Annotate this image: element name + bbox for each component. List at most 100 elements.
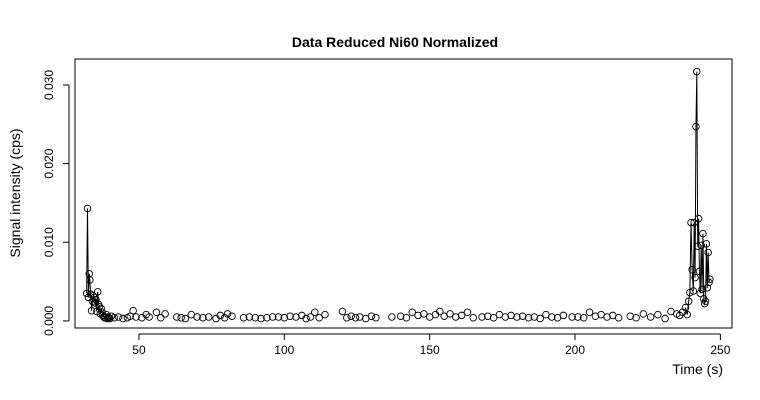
data-point xyxy=(484,312,492,320)
y-tick-label: 0.030 xyxy=(42,70,56,100)
data-point xyxy=(626,312,635,320)
data-point xyxy=(700,295,708,303)
data-point xyxy=(396,312,405,320)
data-point xyxy=(693,242,702,250)
data-point xyxy=(469,314,478,322)
data-point xyxy=(83,204,92,213)
data-point xyxy=(338,307,347,316)
data-point xyxy=(446,310,454,318)
data-point xyxy=(89,292,98,300)
data-point xyxy=(87,306,96,315)
data-point xyxy=(489,314,498,322)
data-point xyxy=(216,311,225,320)
data-point xyxy=(97,304,105,313)
data-point xyxy=(683,310,691,319)
data-point xyxy=(702,240,711,248)
data-point xyxy=(513,313,521,321)
data-point xyxy=(177,314,185,322)
data-point xyxy=(302,314,310,323)
data-point xyxy=(106,314,114,323)
series-line xyxy=(685,71,711,315)
data-point xyxy=(706,275,714,283)
data-point xyxy=(280,314,289,322)
data-point xyxy=(696,289,705,298)
data-point xyxy=(691,273,699,282)
data-point xyxy=(408,308,416,317)
data-point xyxy=(110,314,118,322)
data-point xyxy=(372,314,380,322)
data-point xyxy=(315,314,323,322)
data-point xyxy=(681,303,690,312)
data-point xyxy=(693,67,701,76)
data-point xyxy=(591,312,600,320)
chart-title: Data Reduced Ni60 Normalized xyxy=(292,34,498,50)
data-point xyxy=(306,313,315,321)
data-point xyxy=(646,313,655,321)
data-point xyxy=(82,289,91,298)
data-point xyxy=(507,311,515,320)
data-point xyxy=(251,314,259,322)
data-point xyxy=(119,314,127,323)
data-point xyxy=(431,310,440,319)
data-point xyxy=(689,287,698,295)
data-point xyxy=(86,276,94,284)
data-point xyxy=(530,313,539,321)
data-point xyxy=(161,310,169,318)
data-point xyxy=(204,313,213,321)
data-point xyxy=(687,218,695,227)
data-point xyxy=(420,310,428,318)
y-tick-label: 0.020 xyxy=(42,148,56,178)
data-point xyxy=(632,314,640,322)
data-point xyxy=(661,314,669,323)
data-point xyxy=(152,308,161,317)
data-point xyxy=(145,313,153,321)
data-point xyxy=(654,310,662,319)
data-point xyxy=(157,314,165,322)
data-point xyxy=(705,278,713,287)
data-point xyxy=(181,314,190,323)
data-point xyxy=(367,312,376,320)
data-point xyxy=(274,313,283,321)
data-point xyxy=(311,308,319,317)
data-point xyxy=(321,310,329,319)
data-point xyxy=(129,306,137,315)
data-point xyxy=(524,314,533,322)
x-axis: 50 100 150 200 250 xyxy=(132,333,731,357)
data-point xyxy=(114,313,123,321)
x-tick-label: 150 xyxy=(420,343,440,357)
data-point xyxy=(695,267,704,276)
data-point xyxy=(223,310,232,318)
data-point xyxy=(172,313,181,321)
data-point xyxy=(501,313,510,321)
data-point xyxy=(228,312,236,320)
y-axis-label: Signal intensity (cps) xyxy=(7,128,23,257)
data-point xyxy=(436,307,444,316)
data-point xyxy=(694,214,703,223)
data-point xyxy=(347,312,355,320)
data-point xyxy=(457,311,466,320)
data-point xyxy=(93,288,102,296)
x-tick-label: 200 xyxy=(565,343,585,357)
data-point xyxy=(268,313,277,321)
data-point xyxy=(703,284,712,292)
data-point xyxy=(132,313,140,321)
data-point xyxy=(193,313,201,321)
data-point xyxy=(701,297,710,306)
data-point xyxy=(343,314,351,322)
data-point xyxy=(478,313,486,321)
data-point xyxy=(414,311,422,320)
data-point xyxy=(686,288,694,297)
data-point xyxy=(585,308,594,317)
data-point xyxy=(536,314,544,323)
data-point xyxy=(684,297,693,306)
data-point xyxy=(351,314,360,322)
data-point xyxy=(388,313,396,321)
data-point xyxy=(698,285,706,294)
data-point xyxy=(704,248,712,257)
x-axis-label: Time (s) xyxy=(672,361,723,377)
y-tick-label: 0.000 xyxy=(42,306,56,336)
data-point xyxy=(518,312,527,320)
data-point xyxy=(697,241,705,250)
data-point xyxy=(639,310,648,318)
